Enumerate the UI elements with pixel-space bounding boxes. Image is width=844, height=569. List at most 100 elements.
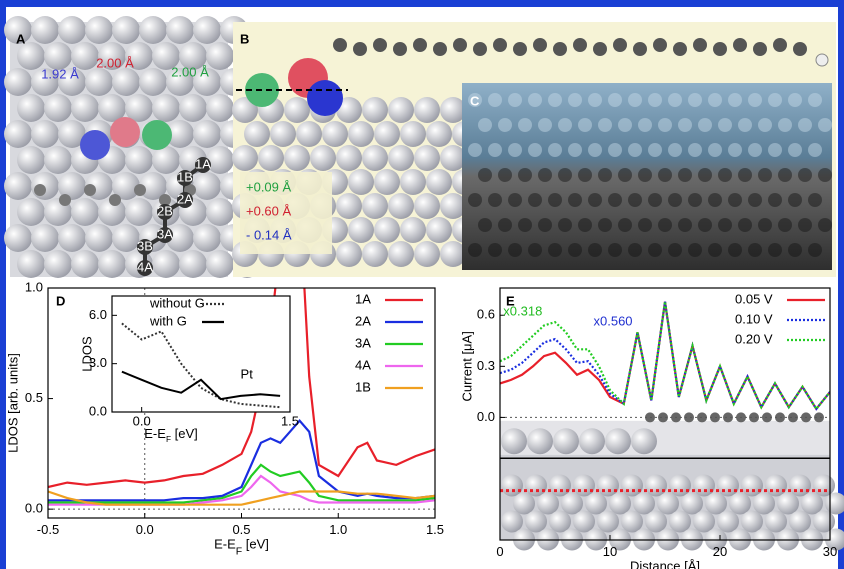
stm-blob [748,243,762,257]
atom [388,193,414,219]
stm-blob [668,243,682,257]
stm-blob [648,243,662,257]
annotation: x0.560 [594,313,633,328]
stm-blob [538,218,552,232]
carbon [84,184,96,196]
atom [80,130,110,160]
atom [741,511,763,533]
atom [693,475,715,497]
distance-label: 2.00 Å [96,55,134,70]
atom [597,511,619,533]
atom [85,224,113,252]
atom [633,493,655,515]
atom [426,121,452,147]
stm-blob [808,143,822,157]
stm-blob [508,193,522,207]
carbon [513,42,527,56]
atom [85,16,113,44]
atom [4,120,32,148]
stm-blob [668,143,682,157]
stm-blob [608,143,622,157]
atom [112,16,140,44]
atom [426,169,452,195]
atom [4,224,32,252]
atom [561,493,583,515]
stm-blob [808,193,822,207]
stm-blob [568,143,582,157]
shift-label: +0.09 Å [246,179,292,194]
atom [110,117,140,147]
atom [152,146,180,174]
carbon [593,42,607,56]
carbon [109,194,121,206]
stm-blob [598,118,612,132]
atom [58,224,86,252]
y-tick-label: 0.0 [25,501,43,516]
atom [142,120,172,150]
frame [0,0,844,7]
stm-blob [738,168,752,182]
carbon [653,38,667,52]
stm-blob [618,118,632,132]
atom [388,241,414,267]
atom [284,145,310,171]
stm-blob [478,218,492,232]
atom [17,250,45,278]
carbon [393,42,407,56]
stm-blob [778,118,792,132]
stm-blob [688,193,702,207]
frame [838,0,844,569]
stm-blob [768,243,782,257]
stm-blob [818,118,832,132]
atom [801,493,823,515]
atom [362,241,388,267]
stm-blob [538,118,552,132]
atom [609,493,631,515]
stm-blob [568,93,582,107]
stm-blob [558,218,572,232]
atom [579,428,605,454]
x-axis-label-part: Distance [Å] [630,559,700,569]
stm-blob [678,218,692,232]
stm-blob [778,168,792,182]
site-label: 2A [177,191,193,206]
stm-blob [578,118,592,132]
stm-blob [488,143,502,157]
carbon [633,42,647,56]
stm-blob [708,93,722,107]
atom [414,145,440,171]
legend-label: 2A [355,313,371,328]
atom [125,146,153,174]
atom [765,475,787,497]
x-tick-label: 20 [713,544,727,559]
stm-blob [788,93,802,107]
stm-blob [498,118,512,132]
site-label: 1A [195,156,211,171]
atom [362,193,388,219]
stm-blob [688,93,702,107]
atom [362,97,388,123]
stm-blob [788,193,802,207]
stm-blob [588,193,602,207]
atom [71,198,99,226]
stm-blob [608,93,622,107]
atom [525,475,547,497]
x-tick-label: 1.5 [281,413,299,428]
atom [139,16,167,44]
stm-blob [548,243,562,257]
stm-blob [548,193,562,207]
carbon [773,38,787,52]
atom [400,121,426,147]
atom [296,121,322,147]
stm-blob [628,243,642,257]
stm-blob [808,243,822,257]
carbon [493,38,507,52]
legend-label: without G [149,295,205,310]
atom [44,146,72,174]
atom [193,16,221,44]
atom [348,169,374,195]
atom [765,511,787,533]
atom [549,475,571,497]
atom [284,97,310,123]
page: {"panels": { "A": {"label": "A", "distan… [0,0,844,569]
